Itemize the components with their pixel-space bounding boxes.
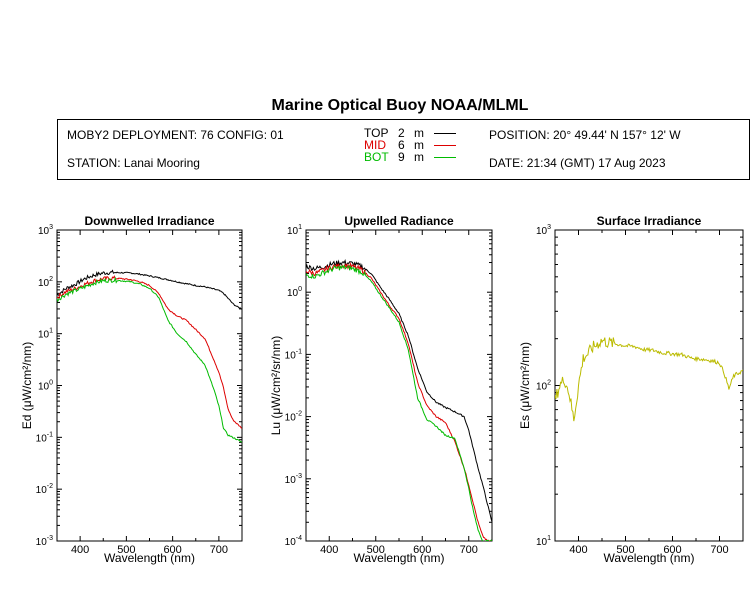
deployment-label: MOBY2 DEPLOYMENT: 76 CONFIG: 01 [67,128,284,142]
plot-frame [554,229,744,542]
legend-top-unit: m [414,126,424,140]
x-tick-label: 500 [117,544,135,556]
x-axis-label: Wavelength (nm) [104,551,195,565]
x-tick-label: 600 [413,544,431,556]
legend-mid-name: MID [364,138,386,152]
date-label: DATE: 21:34 (GMT) 17 Aug 2023 [489,156,666,170]
plot-frame [305,229,493,542]
legend-mid-line [434,145,456,146]
x-tick-label: 700 [210,544,228,556]
chart-title: Upwelled Radiance [344,214,454,228]
y-tick-label: 10-1 [285,348,302,361]
y-tick-label: 103 [536,224,551,237]
legend-bot-depth: 9 [398,150,405,164]
legend-top-depth: 2 [398,126,405,140]
chart-2: Surface Irradiance 400 500 600 700 Wavelength… [518,214,744,565]
chart-title: Surface Irradiance [597,214,702,228]
y-tick-label: 10-4 [285,535,302,548]
x-tick-label: 500 [616,544,634,556]
series-line-bot [306,264,492,541]
info-box: MOBY2 DEPLOYMENT: 76 CONFIG: 01 STATION:… [57,119,750,180]
legend-bot-line [434,157,456,158]
y-tick-label: 102 [38,276,53,289]
series-line-top [306,258,492,522]
x-tick-label: 600 [163,544,181,556]
chart-1: Upwelled Radiance 400 500 600 700 Wavelength … [269,214,493,565]
series-line-top [57,269,242,310]
y-axis-label: Es (μW/cm²/nm) [518,342,532,429]
x-tick-label: 700 [710,544,728,556]
page-title: Marine Optical Buoy NOAA/MLML [271,97,529,114]
x-tick-label: 500 [367,544,385,556]
y-tick-label: 101 [287,224,302,237]
x-tick-label: 400 [320,544,338,556]
legend-bot-unit: m [414,150,424,164]
y-tick-label: 101 [536,535,551,548]
y-tick-label: 10-1 [36,431,53,444]
y-tick-label: 100 [38,380,53,393]
legend-top-line [434,133,456,134]
y-tick-label: 10-3 [285,473,302,486]
y-tick-label: 103 [38,224,53,237]
y-tick-label: 10-2 [285,411,302,424]
x-axis-label: Wavelength (nm) [354,551,445,565]
series-line-bot [57,276,242,443]
x-tick-label: 600 [663,544,681,556]
y-tick-label: 101 [38,328,53,341]
y-tick-label: 10-3 [36,535,53,548]
y-tick-label: 102 [536,380,551,393]
series-line-mid [57,275,242,429]
series-line-es [555,337,743,422]
series-line-mid [306,261,492,541]
x-tick-label: 700 [460,544,478,556]
legend-top-name: TOP [364,126,389,140]
chart-0: Downwelled Irradiance 400 500 600 700 Wavelen… [20,214,243,565]
x-tick-label: 400 [71,544,89,556]
legend-bot-name: BOT [364,150,389,164]
station-label: STATION: Lanai Mooring [67,156,200,170]
position-label: POSITION: 20° 49.44' N 157° 12' W [489,128,681,142]
x-tick-label: 400 [569,544,587,556]
y-tick-label: 10-2 [36,483,53,496]
chart-title: Downwelled Irradiance [84,214,214,228]
y-axis-label: Lu (μW/cm²/sr/nm) [269,336,283,436]
x-axis-label: Wavelength (nm) [604,551,695,565]
y-tick-label: 100 [287,286,302,299]
legend-mid-unit: m [414,138,424,152]
y-axis-label: Ed (μW/cm²/nm) [20,342,34,430]
legend-mid-depth: 6 [398,138,405,152]
